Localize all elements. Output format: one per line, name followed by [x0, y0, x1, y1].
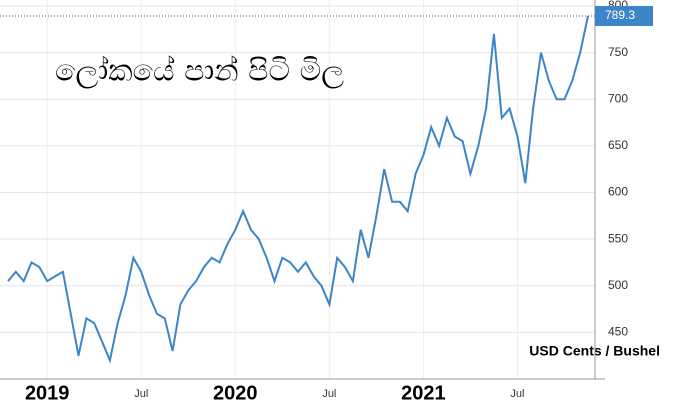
y-tick-label: 600 [608, 185, 628, 199]
x-tick-label: Jul [510, 388, 524, 400]
x-tick-label: Jul [322, 388, 336, 400]
x-tick-label: 2019 [25, 382, 70, 404]
x-tick-label: Jul [134, 388, 148, 400]
y-tick-label: 650 [608, 138, 628, 152]
last-value-label: 789.3 [605, 8, 635, 22]
y-tick-label: 550 [608, 231, 628, 245]
chart-title: ලෝකයේ පාන් පිටි මිල [55, 54, 344, 89]
y-tick-label: 750 [608, 45, 628, 59]
x-tick-label: 2020 [213, 382, 258, 404]
y-tick-label: 700 [608, 91, 628, 105]
last-value-box [595, 5, 653, 26]
y-tick-label: 450 [608, 325, 628, 339]
price-line [7, 15, 589, 364]
x-tick-label: 2021 [401, 382, 446, 404]
y-tick-label: 500 [608, 278, 628, 292]
